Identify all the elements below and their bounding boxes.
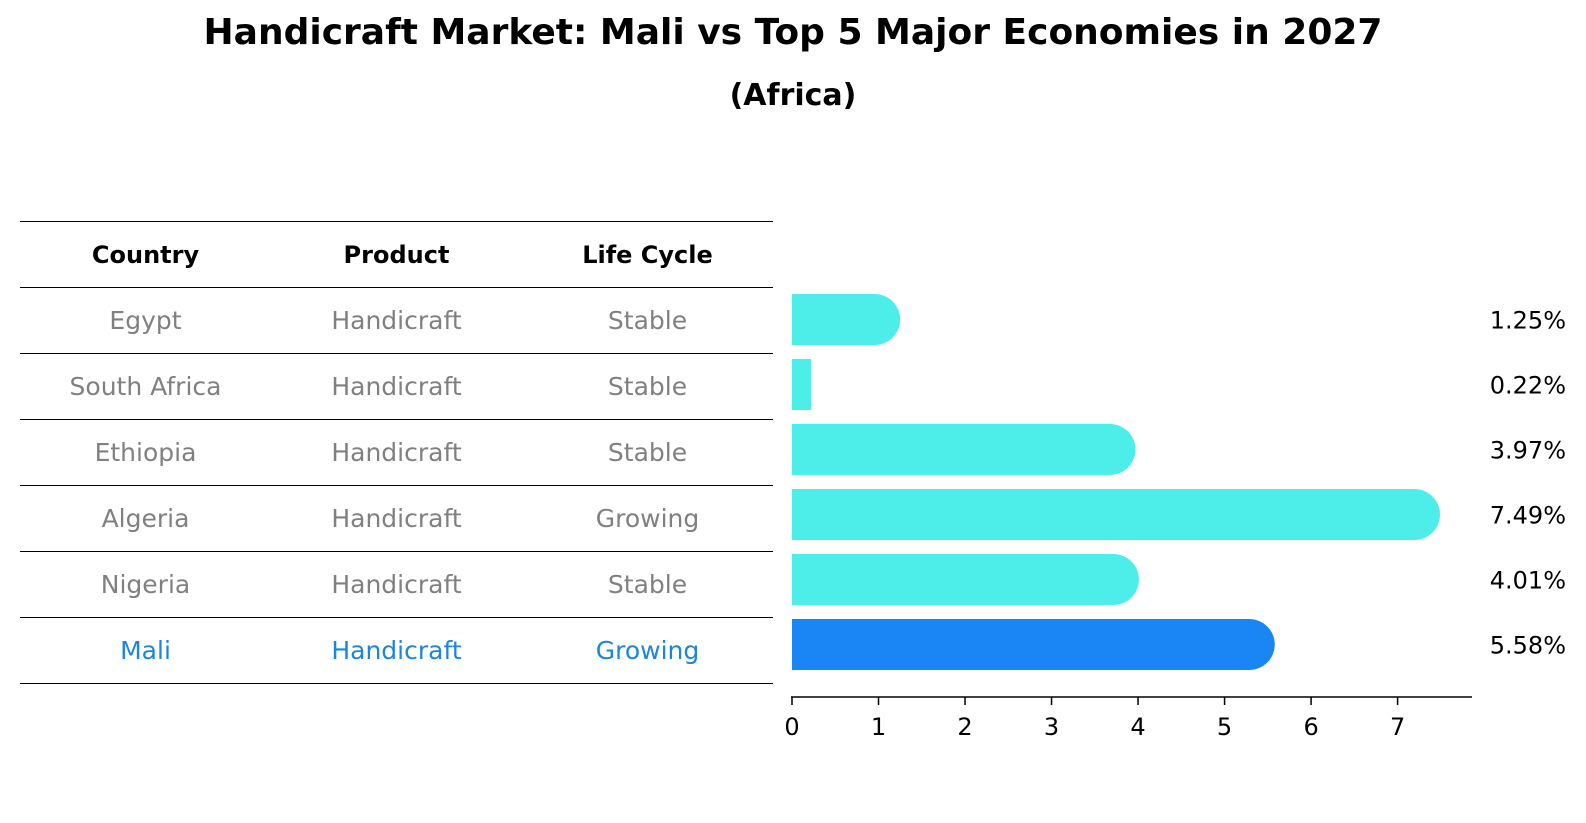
bar-nigeria bbox=[792, 554, 1139, 605]
cell-life-cycle: Stable bbox=[522, 287, 773, 354]
cell-life-cycle: Stable bbox=[522, 419, 773, 486]
chart-subtitle: (Africa) bbox=[729, 78, 857, 113]
x-tick-label: 4 bbox=[1130, 713, 1145, 741]
x-tick-label: 6 bbox=[1303, 713, 1318, 741]
value-label: 0.22% bbox=[1490, 372, 1566, 400]
table-row: Ethiopia Handicraft Stable bbox=[20, 419, 773, 486]
cell-product: Handicraft bbox=[271, 485, 522, 552]
x-tick-label: 0 bbox=[784, 713, 799, 741]
cell-life-cycle: Growing bbox=[522, 617, 773, 684]
table-row: Algeria Handicraft Growing bbox=[20, 485, 773, 552]
bar-algeria bbox=[792, 489, 1440, 540]
cell-country: Ethiopia bbox=[20, 419, 271, 486]
x-tick-label: 2 bbox=[957, 713, 972, 741]
table-header-row: Country Product Life Cycle bbox=[20, 221, 773, 288]
table-row: Nigeria Handicraft Stable bbox=[20, 551, 773, 618]
market-table: Country Product Life Cycle Egypt Handicr… bbox=[20, 221, 773, 684]
value-label: 4.01% bbox=[1490, 567, 1566, 595]
cell-product: Handicraft bbox=[271, 617, 522, 684]
bar-mali bbox=[792, 619, 1275, 670]
value-label: 7.49% bbox=[1490, 502, 1566, 530]
table-row: Egypt Handicraft Stable bbox=[20, 287, 773, 354]
cell-country: Mali bbox=[20, 617, 271, 684]
x-tick-label: 3 bbox=[1044, 713, 1059, 741]
cell-product: Handicraft bbox=[271, 419, 522, 486]
value-label: 5.58% bbox=[1490, 632, 1566, 660]
bar-egypt bbox=[792, 294, 901, 345]
header-product: Product bbox=[271, 221, 522, 288]
x-tick-label: 1 bbox=[871, 713, 886, 741]
table-row-highlight: Mali Handicraft Growing bbox=[20, 617, 773, 684]
table-row: South Africa Handicraft Stable bbox=[20, 353, 773, 420]
value-label: 3.97% bbox=[1490, 437, 1566, 465]
cell-country: Nigeria bbox=[20, 551, 271, 618]
x-tick-label: 5 bbox=[1217, 713, 1232, 741]
cell-country: Egypt bbox=[20, 287, 271, 354]
cell-product: Handicraft bbox=[271, 287, 522, 354]
header-life-cycle: Life Cycle bbox=[522, 221, 773, 288]
cell-product: Handicraft bbox=[271, 353, 522, 420]
chart-title: Handicraft Market: Mali vs Top 5 Major E… bbox=[203, 12, 1383, 53]
bar-south-africa bbox=[792, 359, 812, 410]
cell-product: Handicraft bbox=[271, 551, 522, 618]
header-country: Country bbox=[20, 221, 271, 288]
bar-ethiopia bbox=[792, 424, 1136, 475]
x-tick-label: 7 bbox=[1390, 713, 1405, 741]
value-label: 1.25% bbox=[1490, 307, 1566, 335]
cell-life-cycle: Stable bbox=[522, 551, 773, 618]
cell-country: Algeria bbox=[20, 485, 271, 552]
cell-country: South Africa bbox=[20, 353, 271, 420]
cell-life-cycle: Growing bbox=[522, 485, 773, 552]
